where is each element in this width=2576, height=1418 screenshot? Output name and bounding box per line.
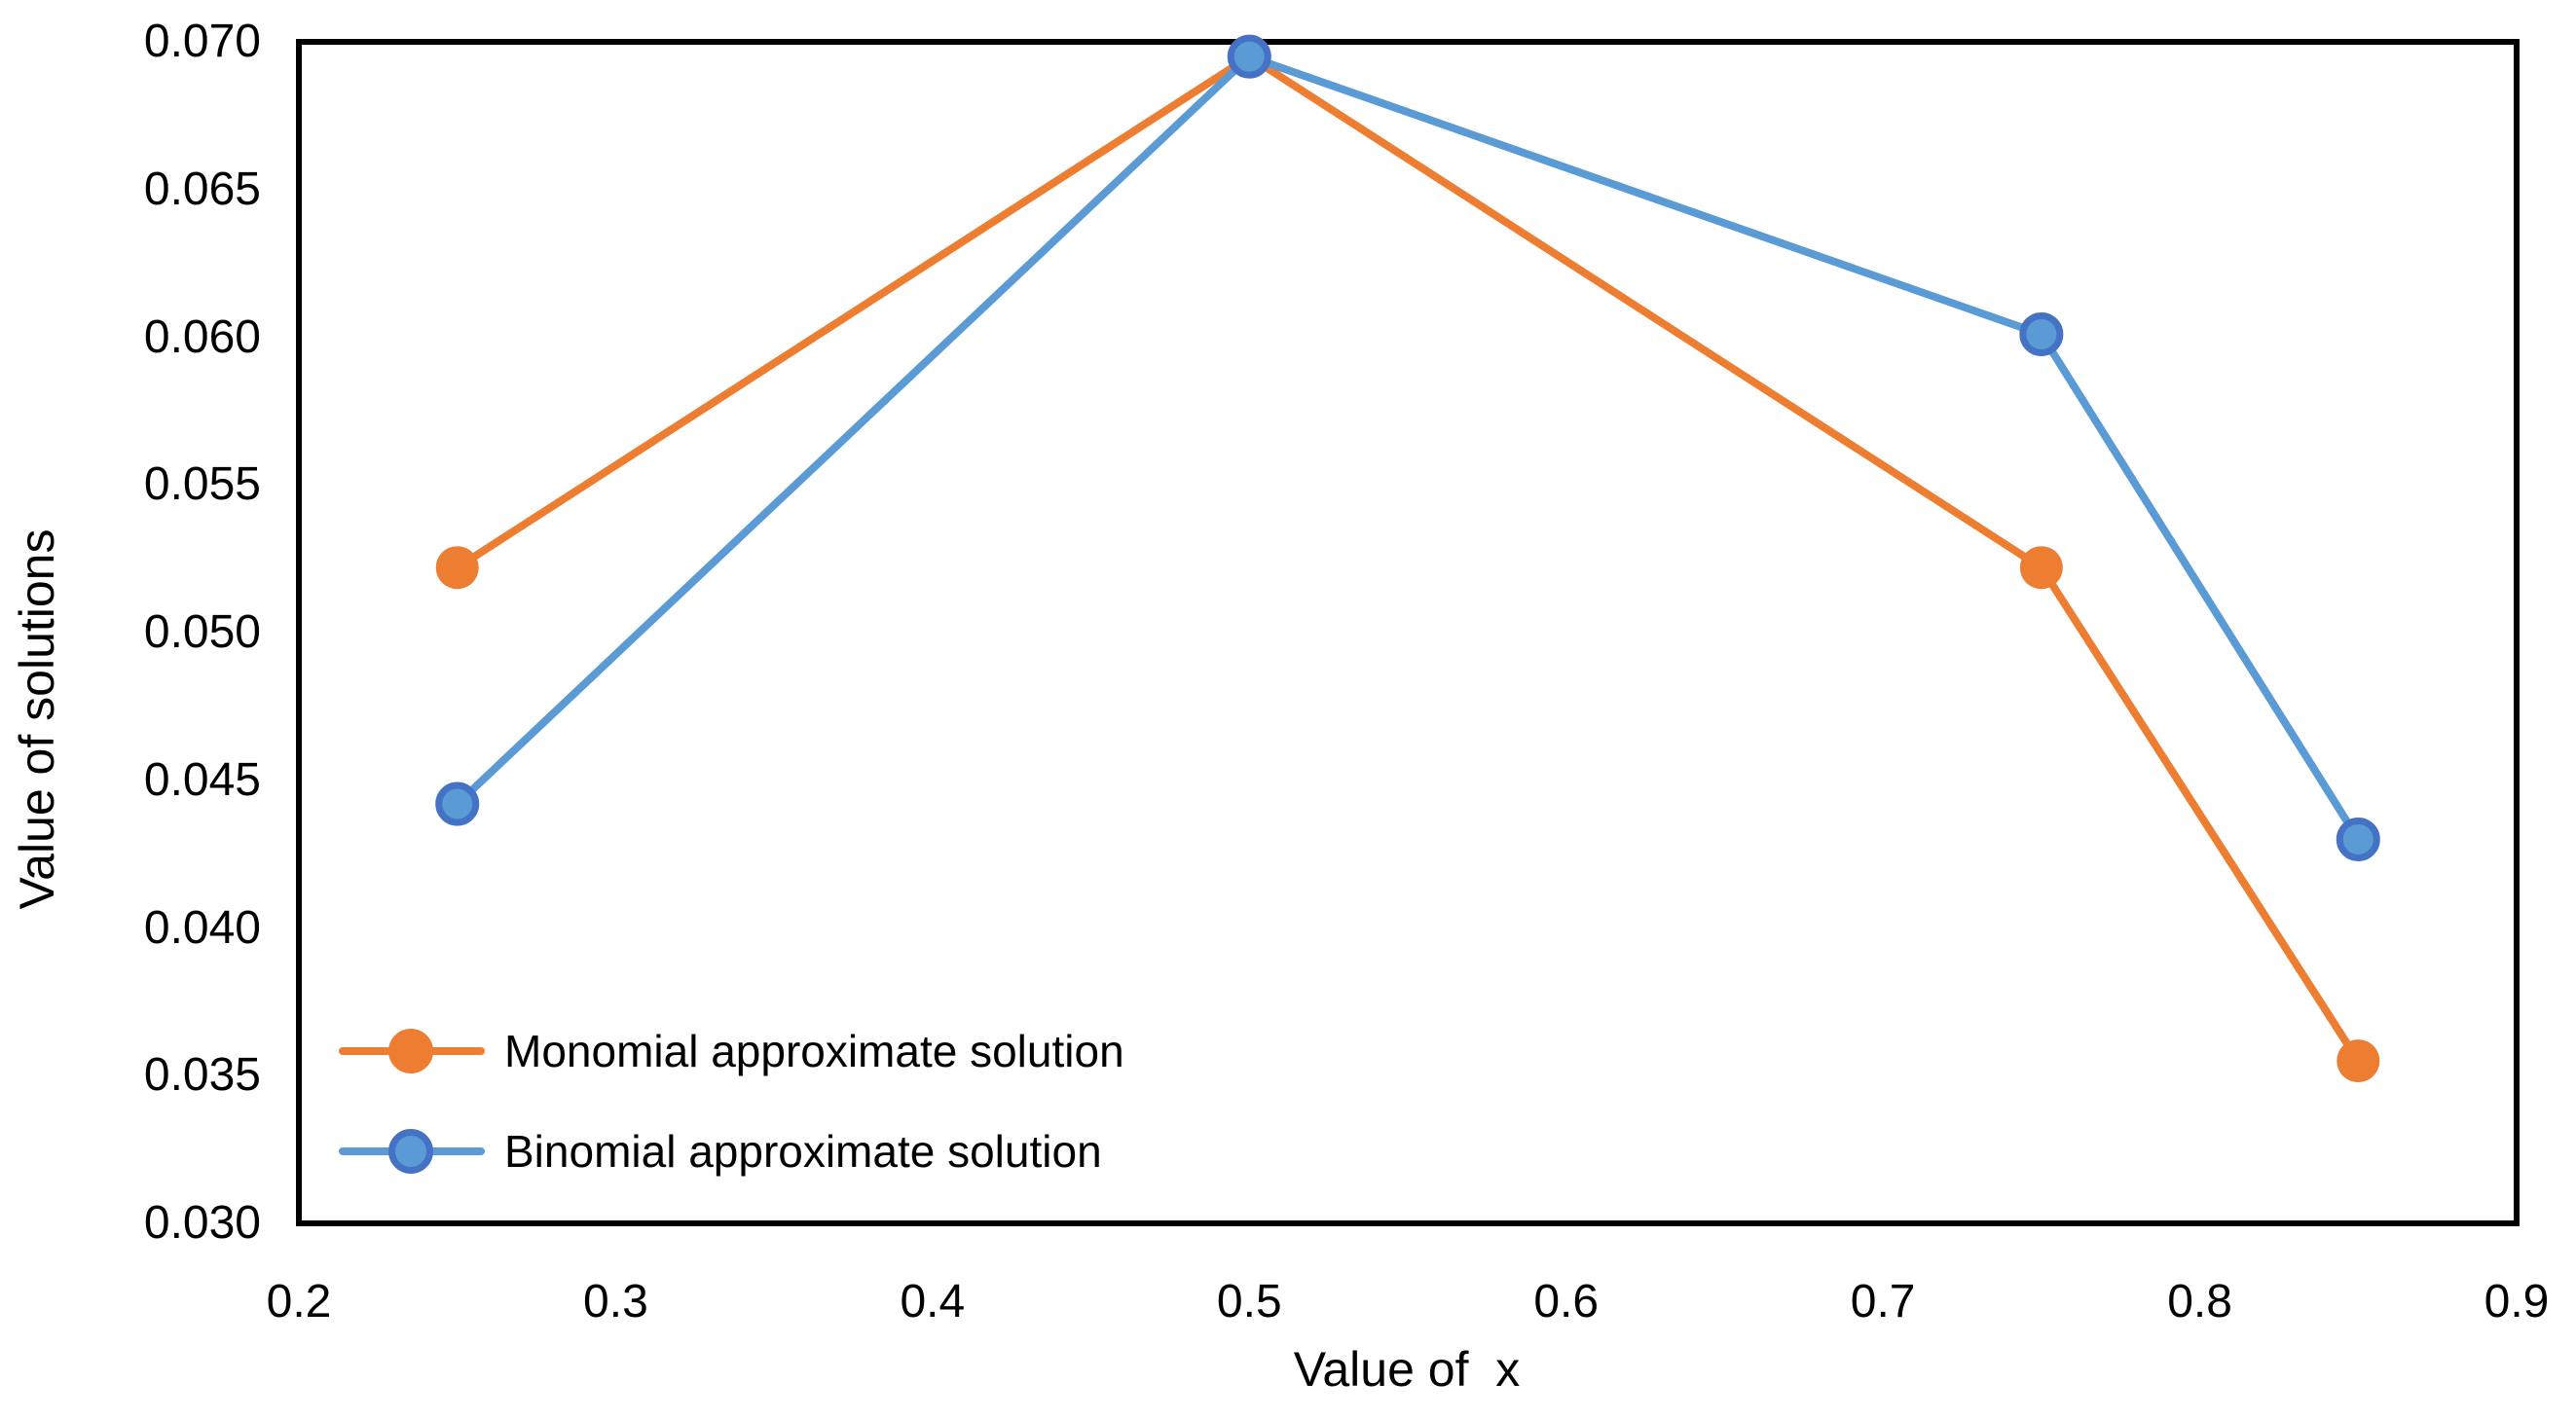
legend-label: Binomial approximate solution: [504, 1126, 1102, 1177]
data-point-marker-s0-3: [2337, 1039, 2380, 1083]
y-tick-label: 0.045: [143, 753, 261, 806]
y-tick-label: 0.055: [143, 458, 261, 511]
legend-swatch-binomial: [339, 1129, 485, 1174]
y-tick-label: 0.060: [143, 310, 261, 363]
x-tick-label: 0.3: [583, 1276, 648, 1327]
legend-label: Monomial approximate solution: [504, 1026, 1124, 1076]
legend-item-binomial: Binomial approximate solution: [339, 1125, 1102, 1178]
x-axis-title: Value of x: [1293, 1342, 1521, 1397]
data-point-marker-s1-0: [435, 782, 480, 826]
legend-marker-icon: [388, 1129, 433, 1174]
x-tick-label: 0.4: [900, 1276, 966, 1327]
x-tick-label: 0.8: [2167, 1276, 2232, 1327]
y-tick-label: 0.050: [143, 606, 261, 658]
series-line-1: [453, 53, 2363, 844]
plot-frame: [296, 39, 2520, 1226]
x-tick-label: 0.6: [1533, 1276, 1600, 1327]
x-tick-label: 0.9: [2484, 1276, 2550, 1327]
y-tick-label: 0.065: [143, 163, 261, 215]
data-point-marker-s1-3: [2336, 817, 2380, 861]
y-axis-title: Value of solutions: [10, 528, 64, 910]
y-tick-label: 0.030: [143, 1197, 261, 1249]
legend-swatch-monomial: [339, 1029, 485, 1073]
y-tick-label: 0.035: [143, 1049, 261, 1102]
y-tick-label: 0.070: [143, 16, 261, 67]
y-tick-label: 0.040: [143, 901, 261, 954]
data-point-marker-s1-2: [2019, 311, 2064, 356]
data-point-marker-s0-2: [2019, 546, 2063, 590]
legend-marker-icon: [388, 1029, 433, 1073]
data-point-marker-s0-0: [435, 546, 479, 590]
series-line-0: [453, 53, 2363, 1066]
data-point-marker-s1-1: [1227, 34, 1271, 79]
x-tick-label: 0.2: [266, 1276, 332, 1327]
x-tick-label: 0.5: [1216, 1276, 1282, 1327]
x-tick-label: 0.7: [1850, 1276, 1916, 1327]
legend-item-monomial: Monomial approximate solution: [339, 1025, 1124, 1077]
